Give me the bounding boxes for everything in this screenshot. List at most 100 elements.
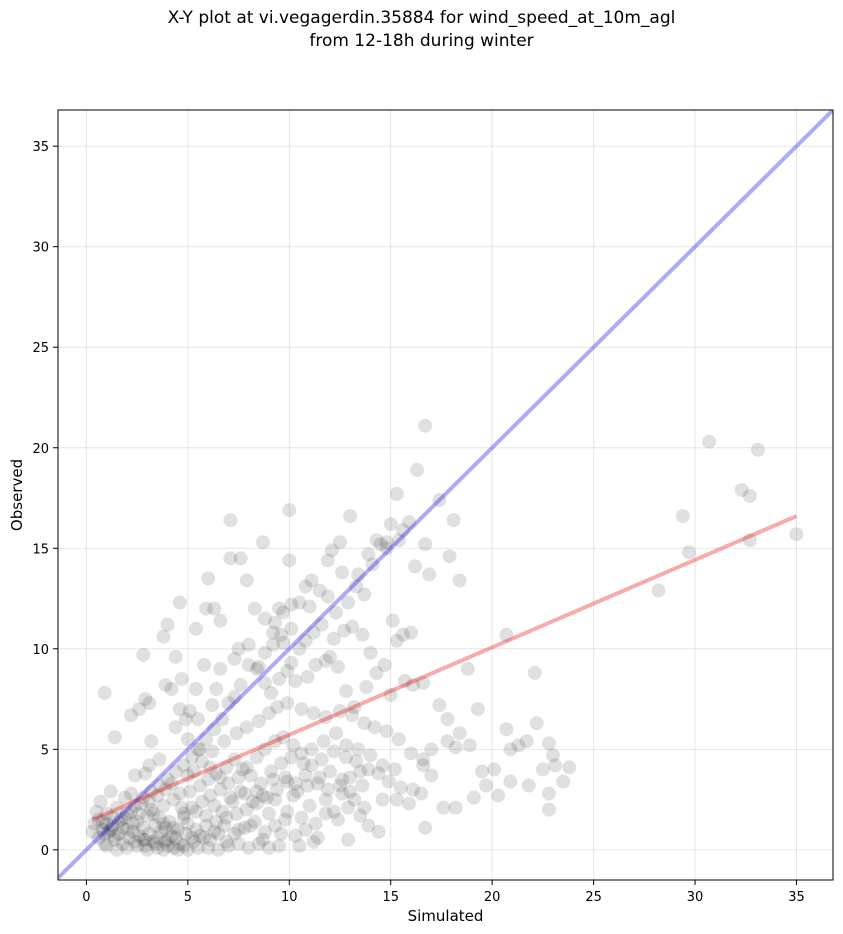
data-point xyxy=(353,764,368,779)
data-point xyxy=(318,792,333,807)
data-point xyxy=(128,834,143,849)
data-point xyxy=(235,762,250,777)
data-point xyxy=(503,774,518,789)
data-point xyxy=(302,798,317,813)
data-point xyxy=(416,752,431,767)
data-point xyxy=(241,840,256,855)
data-point xyxy=(231,770,246,785)
data-point xyxy=(404,746,419,761)
data-point xyxy=(199,601,214,616)
data-point xyxy=(186,834,201,849)
data-point xyxy=(284,655,299,670)
data-point xyxy=(160,838,175,853)
data-point xyxy=(209,682,224,697)
data-point xyxy=(138,838,153,853)
data-point xyxy=(105,810,120,825)
data-point xyxy=(174,671,189,686)
data-point xyxy=(742,489,757,504)
data-point xyxy=(117,790,132,805)
data-point xyxy=(184,830,199,845)
data-point xyxy=(180,732,195,747)
data-point xyxy=(237,820,252,835)
data-point xyxy=(357,800,372,815)
data-point xyxy=(343,509,358,524)
data-point xyxy=(257,824,272,839)
data-point xyxy=(217,734,232,749)
data-point xyxy=(188,804,203,819)
data-point xyxy=(272,601,287,616)
data-point xyxy=(322,764,337,779)
data-point xyxy=(132,702,147,717)
data-point xyxy=(521,778,536,793)
data-point xyxy=(294,810,309,825)
data-point xyxy=(132,806,147,821)
data-point xyxy=(136,790,151,805)
data-point xyxy=(276,605,291,620)
data-point xyxy=(199,732,214,747)
data-point xyxy=(448,740,463,755)
data-point xyxy=(326,804,341,819)
y-tick-label: 5 xyxy=(41,743,49,758)
data-point xyxy=(148,836,163,851)
data-point xyxy=(320,782,335,797)
data-point xyxy=(274,826,289,841)
data-point xyxy=(195,754,210,769)
data-point xyxy=(328,726,343,741)
data-point xyxy=(369,533,384,548)
data-point xyxy=(197,830,212,845)
data-point xyxy=(166,820,181,835)
data-point xyxy=(339,684,354,699)
data-point xyxy=(499,627,514,642)
data-point xyxy=(148,818,163,833)
data-point xyxy=(424,768,439,783)
data-point xyxy=(231,641,246,656)
data-point xyxy=(320,589,335,604)
data-point xyxy=(274,627,289,642)
data-point xyxy=(335,565,350,580)
data-point xyxy=(270,700,285,715)
data-point xyxy=(379,535,394,550)
data-point xyxy=(387,762,402,777)
data-point xyxy=(193,742,208,757)
data-point xyxy=(103,822,118,837)
data-point xyxy=(213,613,228,628)
data-point xyxy=(241,657,256,672)
data-point xyxy=(99,816,114,831)
data-point xyxy=(209,814,224,829)
data-point xyxy=(243,818,258,833)
data-point xyxy=(213,661,228,676)
data-point xyxy=(446,513,461,528)
data-point xyxy=(330,812,345,827)
data-point xyxy=(381,774,396,789)
data-point xyxy=(152,810,167,825)
data-point xyxy=(253,776,268,791)
data-point xyxy=(414,786,429,801)
data-point xyxy=(180,842,195,857)
data-point xyxy=(351,567,366,582)
data-point xyxy=(154,824,169,839)
data-point xyxy=(324,543,339,558)
data-point xyxy=(527,665,542,680)
data-point xyxy=(113,812,128,827)
data-point xyxy=(308,657,323,672)
data-point xyxy=(124,708,139,723)
data-point xyxy=(146,806,161,821)
data-point xyxy=(316,734,331,749)
data-point xyxy=(251,714,266,729)
data-point xyxy=(391,732,406,747)
data-point xyxy=(276,635,291,650)
data-point xyxy=(448,800,463,815)
data-point xyxy=(203,760,218,775)
data-point xyxy=(341,800,356,815)
data-point xyxy=(333,778,348,793)
data-point xyxy=(211,826,226,841)
data-point xyxy=(261,840,276,855)
data-point xyxy=(195,794,210,809)
data-point xyxy=(397,673,412,688)
data-point xyxy=(115,836,130,851)
data-point xyxy=(132,828,147,843)
data-point xyxy=(136,647,151,662)
data-point xyxy=(389,633,404,648)
data-point xyxy=(201,772,216,787)
data-point xyxy=(548,758,563,773)
